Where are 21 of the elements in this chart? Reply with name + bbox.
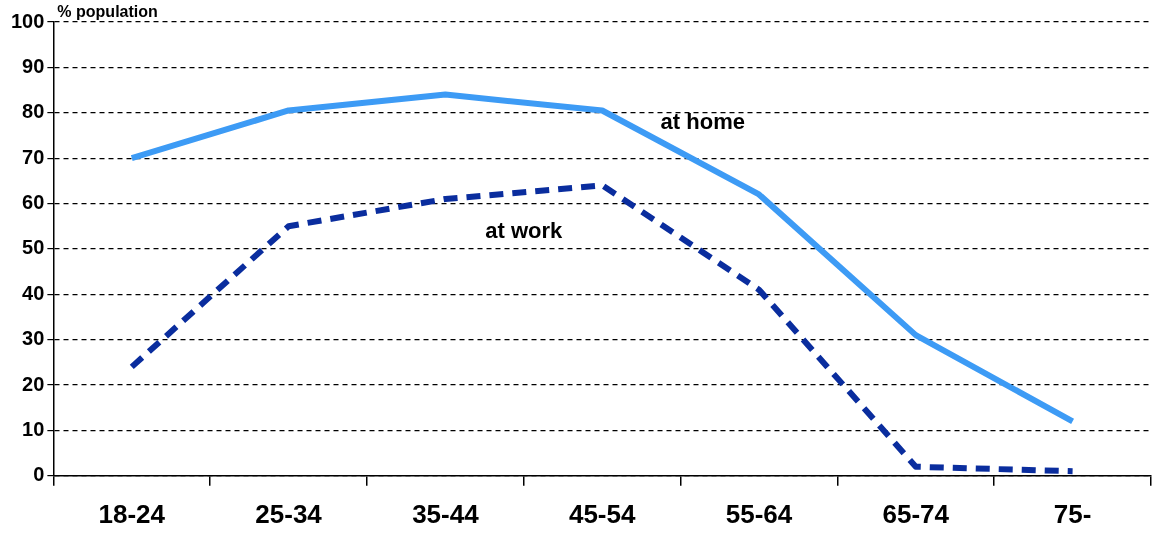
x-tick-label: 45-54	[568, 498, 636, 529]
series-label: at work	[485, 218, 564, 244]
x-tick-label: 35-44	[412, 498, 480, 529]
y-tick-label: 60	[22, 191, 45, 214]
y-axis-title: % population	[57, 3, 158, 21]
y-tick-label: 30	[22, 327, 45, 350]
y-tick-label: 70	[22, 145, 45, 168]
y-tick-label: 50	[22, 236, 45, 259]
x-tick-label: 65-74	[882, 498, 950, 529]
x-tick-label: 18-24	[98, 498, 166, 529]
y-tick-label: 90	[22, 54, 45, 77]
y-tick-label: 10	[22, 417, 45, 440]
y-tick-label: 40	[22, 281, 45, 304]
x-tick-label: 75-	[1053, 498, 1092, 529]
series-label: at home	[660, 108, 745, 134]
y-tick-label: 80	[22, 100, 45, 123]
x-tick-label: 25-34	[255, 498, 323, 529]
x-tick-label: 55-64	[725, 498, 793, 529]
y-tick-label: 20	[22, 372, 45, 395]
y-tick-label: 100	[10, 9, 45, 32]
y-tick-label: 0	[33, 463, 45, 486]
